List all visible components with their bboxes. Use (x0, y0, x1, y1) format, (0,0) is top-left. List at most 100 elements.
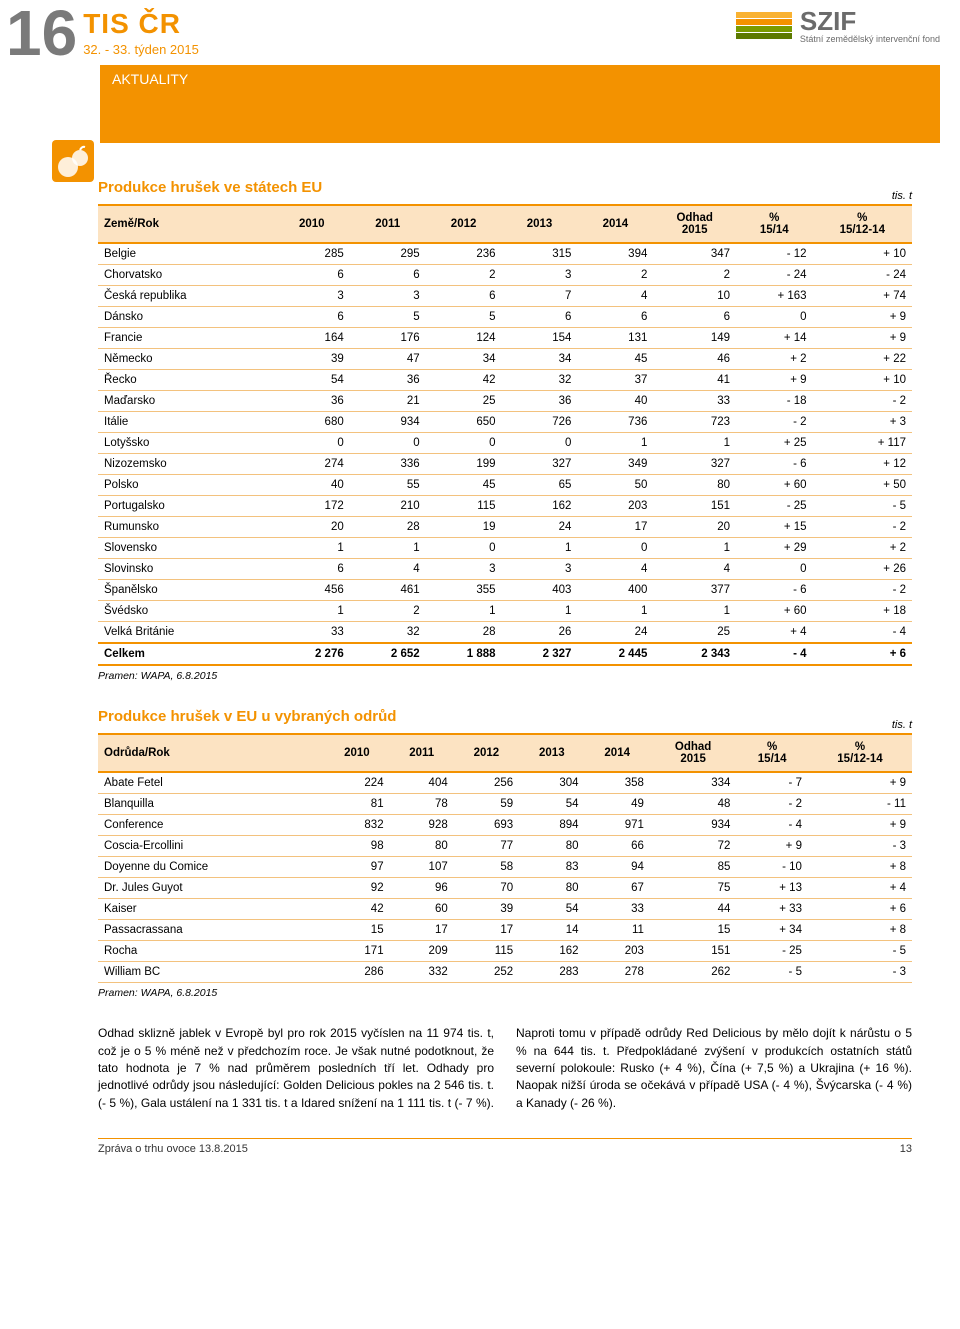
table-cell: 2 652 (350, 643, 426, 665)
table-cell: - 4 (813, 622, 912, 644)
table-cell: 236 (426, 243, 502, 265)
table-cell: - 2 (813, 391, 912, 412)
table-row: Dr. Jules Guyot929670806775+ 13+ 4 (98, 878, 912, 899)
table-cell: Nizozemsko (98, 454, 274, 475)
table-cell: 336 (350, 454, 426, 475)
table-cell: - 10 (736, 857, 808, 878)
table-cell: - 11 (808, 794, 912, 815)
table-header-cell: 2014 (585, 734, 650, 772)
table-cell: 151 (653, 496, 736, 517)
table-cell: 2 (426, 265, 502, 286)
table-cell: + 29 (736, 538, 813, 559)
table-cell: 24 (577, 622, 653, 644)
table-cell: 334 (650, 772, 736, 794)
table2-title: Produkce hrušek v EU u vybraných odrůd (98, 708, 396, 725)
table-cell: 96 (390, 878, 454, 899)
table-cell: - 2 (736, 794, 808, 815)
table-row: Belgie285295236315394347- 12+ 10 (98, 243, 912, 265)
table-header-cell: Země/Rok (98, 205, 274, 243)
table1-source: Pramen: WAPA, 6.8.2015 (98, 670, 912, 682)
table-cell: + 6 (813, 643, 912, 665)
table-cell: Lotyšsko (98, 433, 274, 454)
table-pear-by-variety: Odrůda/Rok20102011201220132014Odhad2015%… (98, 733, 912, 983)
table-cell: 171 (324, 941, 389, 962)
table-cell: Kaiser (98, 899, 324, 920)
table-cell: + 9 (736, 370, 813, 391)
tis-title: TIS ČR (83, 10, 199, 38)
page-header: 16 TIS ČR 32. - 33. týden 2015 SZIF Stát… (0, 0, 960, 59)
table-cell: 45 (577, 349, 653, 370)
table-cell: 33 (653, 391, 736, 412)
table-cell: 11 (585, 920, 650, 941)
table-cell: 42 (324, 899, 389, 920)
table-cell: + 60 (736, 475, 813, 496)
table-header-cell: %15/14 (736, 205, 813, 243)
table-cell: Rocha (98, 941, 324, 962)
table-cell: 162 (502, 496, 578, 517)
table-cell: 304 (519, 772, 584, 794)
table-cell: 115 (454, 941, 519, 962)
tis-subtitle: 32. - 33. týden 2015 (83, 42, 199, 57)
table-cell: + 60 (736, 601, 813, 622)
table-cell: + 12 (813, 454, 912, 475)
table-cell: 1 (577, 601, 653, 622)
table-cell: - 3 (808, 962, 912, 983)
table-cell: + 8 (808, 920, 912, 941)
table-cell: 971 (585, 815, 650, 836)
table-cell: + 14 (736, 328, 813, 349)
table-cell: 154 (502, 328, 578, 349)
table-row: Chorvatsko662322- 24- 24 (98, 265, 912, 286)
table-cell: - 4 (736, 643, 813, 665)
table-cell: 377 (653, 580, 736, 601)
table-cell: 4 (350, 559, 426, 580)
table-cell: + 3 (813, 412, 912, 433)
table-cell: 400 (577, 580, 653, 601)
table-header-cell: 2013 (502, 205, 578, 243)
table-cell: 98 (324, 836, 389, 857)
table-cell: 80 (390, 836, 454, 857)
table-cell: 256 (454, 772, 519, 794)
table-cell: 285 (274, 243, 350, 265)
table-cell: 2 (577, 265, 653, 286)
table-row: Kaiser426039543344+ 33+ 6 (98, 899, 912, 920)
table-cell: 4 (653, 559, 736, 580)
table-header-cell: 2012 (426, 205, 502, 243)
table-header-cell: 2010 (324, 734, 389, 772)
table-cell: + 8 (808, 857, 912, 878)
table-cell: 32 (502, 370, 578, 391)
table-cell: + 9 (813, 328, 912, 349)
table-cell: 17 (454, 920, 519, 941)
table-header-cell: %15/14 (736, 734, 808, 772)
table-cell: 60 (390, 899, 454, 920)
table-cell: 149 (653, 328, 736, 349)
table-cell: 3 (274, 286, 350, 307)
table-cell: Německo (98, 349, 274, 370)
table-cell: 7 (502, 286, 578, 307)
table-cell: 6 (274, 559, 350, 580)
table-cell: 92 (324, 878, 389, 899)
table-cell: 1 (426, 601, 502, 622)
table-cell: 80 (519, 878, 584, 899)
table-row: Coscia-Ercollini988077806672+ 9- 3 (98, 836, 912, 857)
szif-text: SZIF Státní zemědělský intervenční fond (800, 8, 940, 44)
table-header-cell: 2014 (577, 205, 653, 243)
table-cell: 45 (426, 475, 502, 496)
table-cell: Rumunsko (98, 517, 274, 538)
table-cell: 315 (502, 243, 578, 265)
table-cell: 6 (577, 307, 653, 328)
table-cell: 20 (274, 517, 350, 538)
table-cell: 1 (350, 538, 426, 559)
table-cell: + 26 (813, 559, 912, 580)
table-cell: 3 (502, 559, 578, 580)
table-cell: 1 (274, 601, 350, 622)
table-cell: 25 (653, 622, 736, 644)
table-cell: 210 (350, 496, 426, 517)
table-cell: 650 (426, 412, 502, 433)
table-cell: 41 (653, 370, 736, 391)
table-row: Blanquilla817859544948- 2- 11 (98, 794, 912, 815)
table-cell: - 25 (736, 941, 808, 962)
table-row: Řecko543642323741+ 9+ 10 (98, 370, 912, 391)
table-cell: + 25 (736, 433, 813, 454)
content: Produkce hrušek ve státech EU tis. t Zem… (0, 143, 960, 1124)
table-cell: 80 (653, 475, 736, 496)
